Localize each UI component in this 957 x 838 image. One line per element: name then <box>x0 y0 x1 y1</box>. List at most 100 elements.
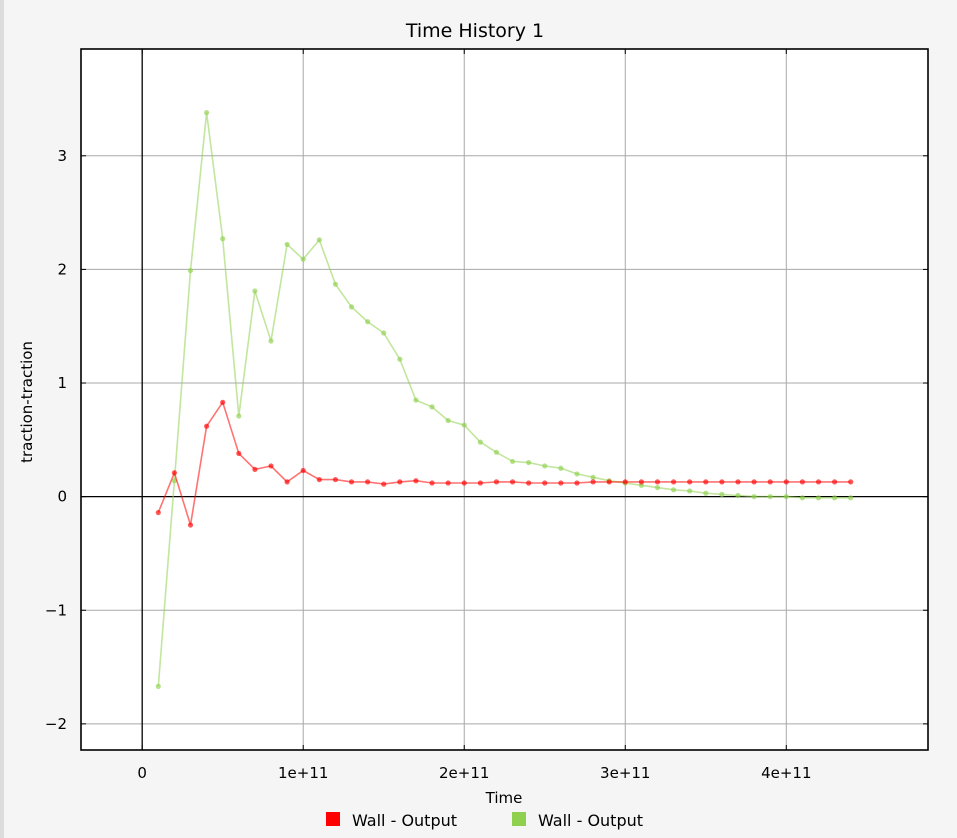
y-tick-label: 0 <box>57 488 67 506</box>
y-tick-label: −1 <box>45 601 67 619</box>
x-tick-labels: 0 1e+11 2e+11 3e+11 4e+11 <box>137 764 811 782</box>
data-point <box>848 479 854 485</box>
y-tick-labels: −2 −1 0 1 2 3 <box>45 147 67 733</box>
x-tick-label: 2e+11 <box>439 764 489 782</box>
data-point <box>606 479 612 485</box>
data-point <box>558 465 564 471</box>
y-tick-label: 1 <box>57 374 67 392</box>
data-point <box>268 463 274 469</box>
data-point <box>316 237 322 243</box>
data-point <box>767 494 773 500</box>
data-point <box>832 495 838 501</box>
data-point <box>719 479 725 485</box>
data-point <box>687 488 693 494</box>
data-point <box>236 413 242 419</box>
data-point <box>429 404 435 410</box>
data-point <box>477 439 483 445</box>
data-point <box>767 479 773 485</box>
data-point <box>187 267 194 274</box>
legend-swatch-green <box>512 812 526 826</box>
data-point <box>348 304 355 310</box>
data-point <box>268 338 274 344</box>
x-tick-label: 3e+11 <box>600 764 650 782</box>
data-point <box>670 479 677 485</box>
data-point <box>558 480 564 486</box>
data-point <box>832 479 838 485</box>
x-axis-label: Time <box>485 789 523 807</box>
data-point <box>799 479 805 485</box>
data-point <box>397 356 403 362</box>
legend-label: Wall - Output <box>352 811 457 830</box>
data-point <box>220 399 226 405</box>
grid-lines <box>81 49 928 750</box>
data-point <box>493 449 500 455</box>
data-point <box>687 479 693 485</box>
data-point <box>799 495 805 501</box>
chart-title: Time History 1 <box>405 20 544 42</box>
data-point <box>477 480 483 486</box>
window-left-border <box>0 0 4 838</box>
data-point <box>171 470 177 476</box>
data-point <box>348 479 355 485</box>
legend-item-wall-output-red[interactable]: Wall - Output <box>326 811 457 830</box>
data-point <box>590 479 596 485</box>
data-point <box>252 466 258 472</box>
legend: Wall - Output Wall - Output <box>326 811 643 830</box>
data-point <box>509 458 516 465</box>
data-point <box>526 480 532 486</box>
data-point <box>542 463 548 469</box>
y-tick-label: 3 <box>57 147 67 165</box>
data-point <box>445 417 451 424</box>
data-point <box>703 490 709 496</box>
data-point <box>429 480 435 486</box>
y-tick-label: −2 <box>45 715 67 733</box>
plot-area[interactable] <box>81 49 928 750</box>
data-point <box>493 479 500 485</box>
data-point <box>381 330 387 336</box>
data-point <box>187 522 194 528</box>
data-point <box>751 494 757 500</box>
data-point <box>284 241 290 248</box>
data-point <box>204 110 210 116</box>
data-point <box>815 479 822 485</box>
data-point <box>574 471 580 477</box>
data-point <box>155 509 161 516</box>
series-line <box>157 400 851 526</box>
data-point <box>365 319 371 325</box>
data-point <box>542 480 548 486</box>
series-line <box>157 112 851 687</box>
data-point <box>654 484 661 491</box>
series-0 <box>155 399 854 528</box>
data-point <box>155 683 161 689</box>
data-point <box>590 474 596 480</box>
data-point <box>751 479 757 485</box>
legend-label: Wall - Output <box>538 811 643 830</box>
y-axis-label: traction-traction <box>18 341 36 463</box>
x-tick-label: 0 <box>137 764 147 782</box>
x-tick-label: 4e+11 <box>761 764 811 782</box>
data-point <box>509 479 516 485</box>
data-point <box>300 256 306 262</box>
data-point <box>735 479 741 485</box>
series-layer <box>155 110 854 689</box>
data-point <box>526 459 532 466</box>
data-point <box>445 480 451 486</box>
y-tick-label: 2 <box>57 260 67 278</box>
data-point <box>332 281 339 287</box>
data-point <box>332 476 339 483</box>
data-point <box>204 423 210 429</box>
plot-frame <box>80 48 929 751</box>
data-point <box>220 236 226 242</box>
data-point <box>397 479 403 485</box>
data-point <box>735 492 741 499</box>
legend-item-wall-output-green[interactable]: Wall - Output <box>512 811 643 830</box>
data-point <box>622 479 628 485</box>
data-point <box>413 478 419 484</box>
data-point <box>252 288 258 294</box>
data-point <box>461 480 467 486</box>
data-point <box>703 479 709 485</box>
data-point <box>365 479 371 485</box>
data-point <box>783 479 789 485</box>
data-point <box>413 397 419 403</box>
